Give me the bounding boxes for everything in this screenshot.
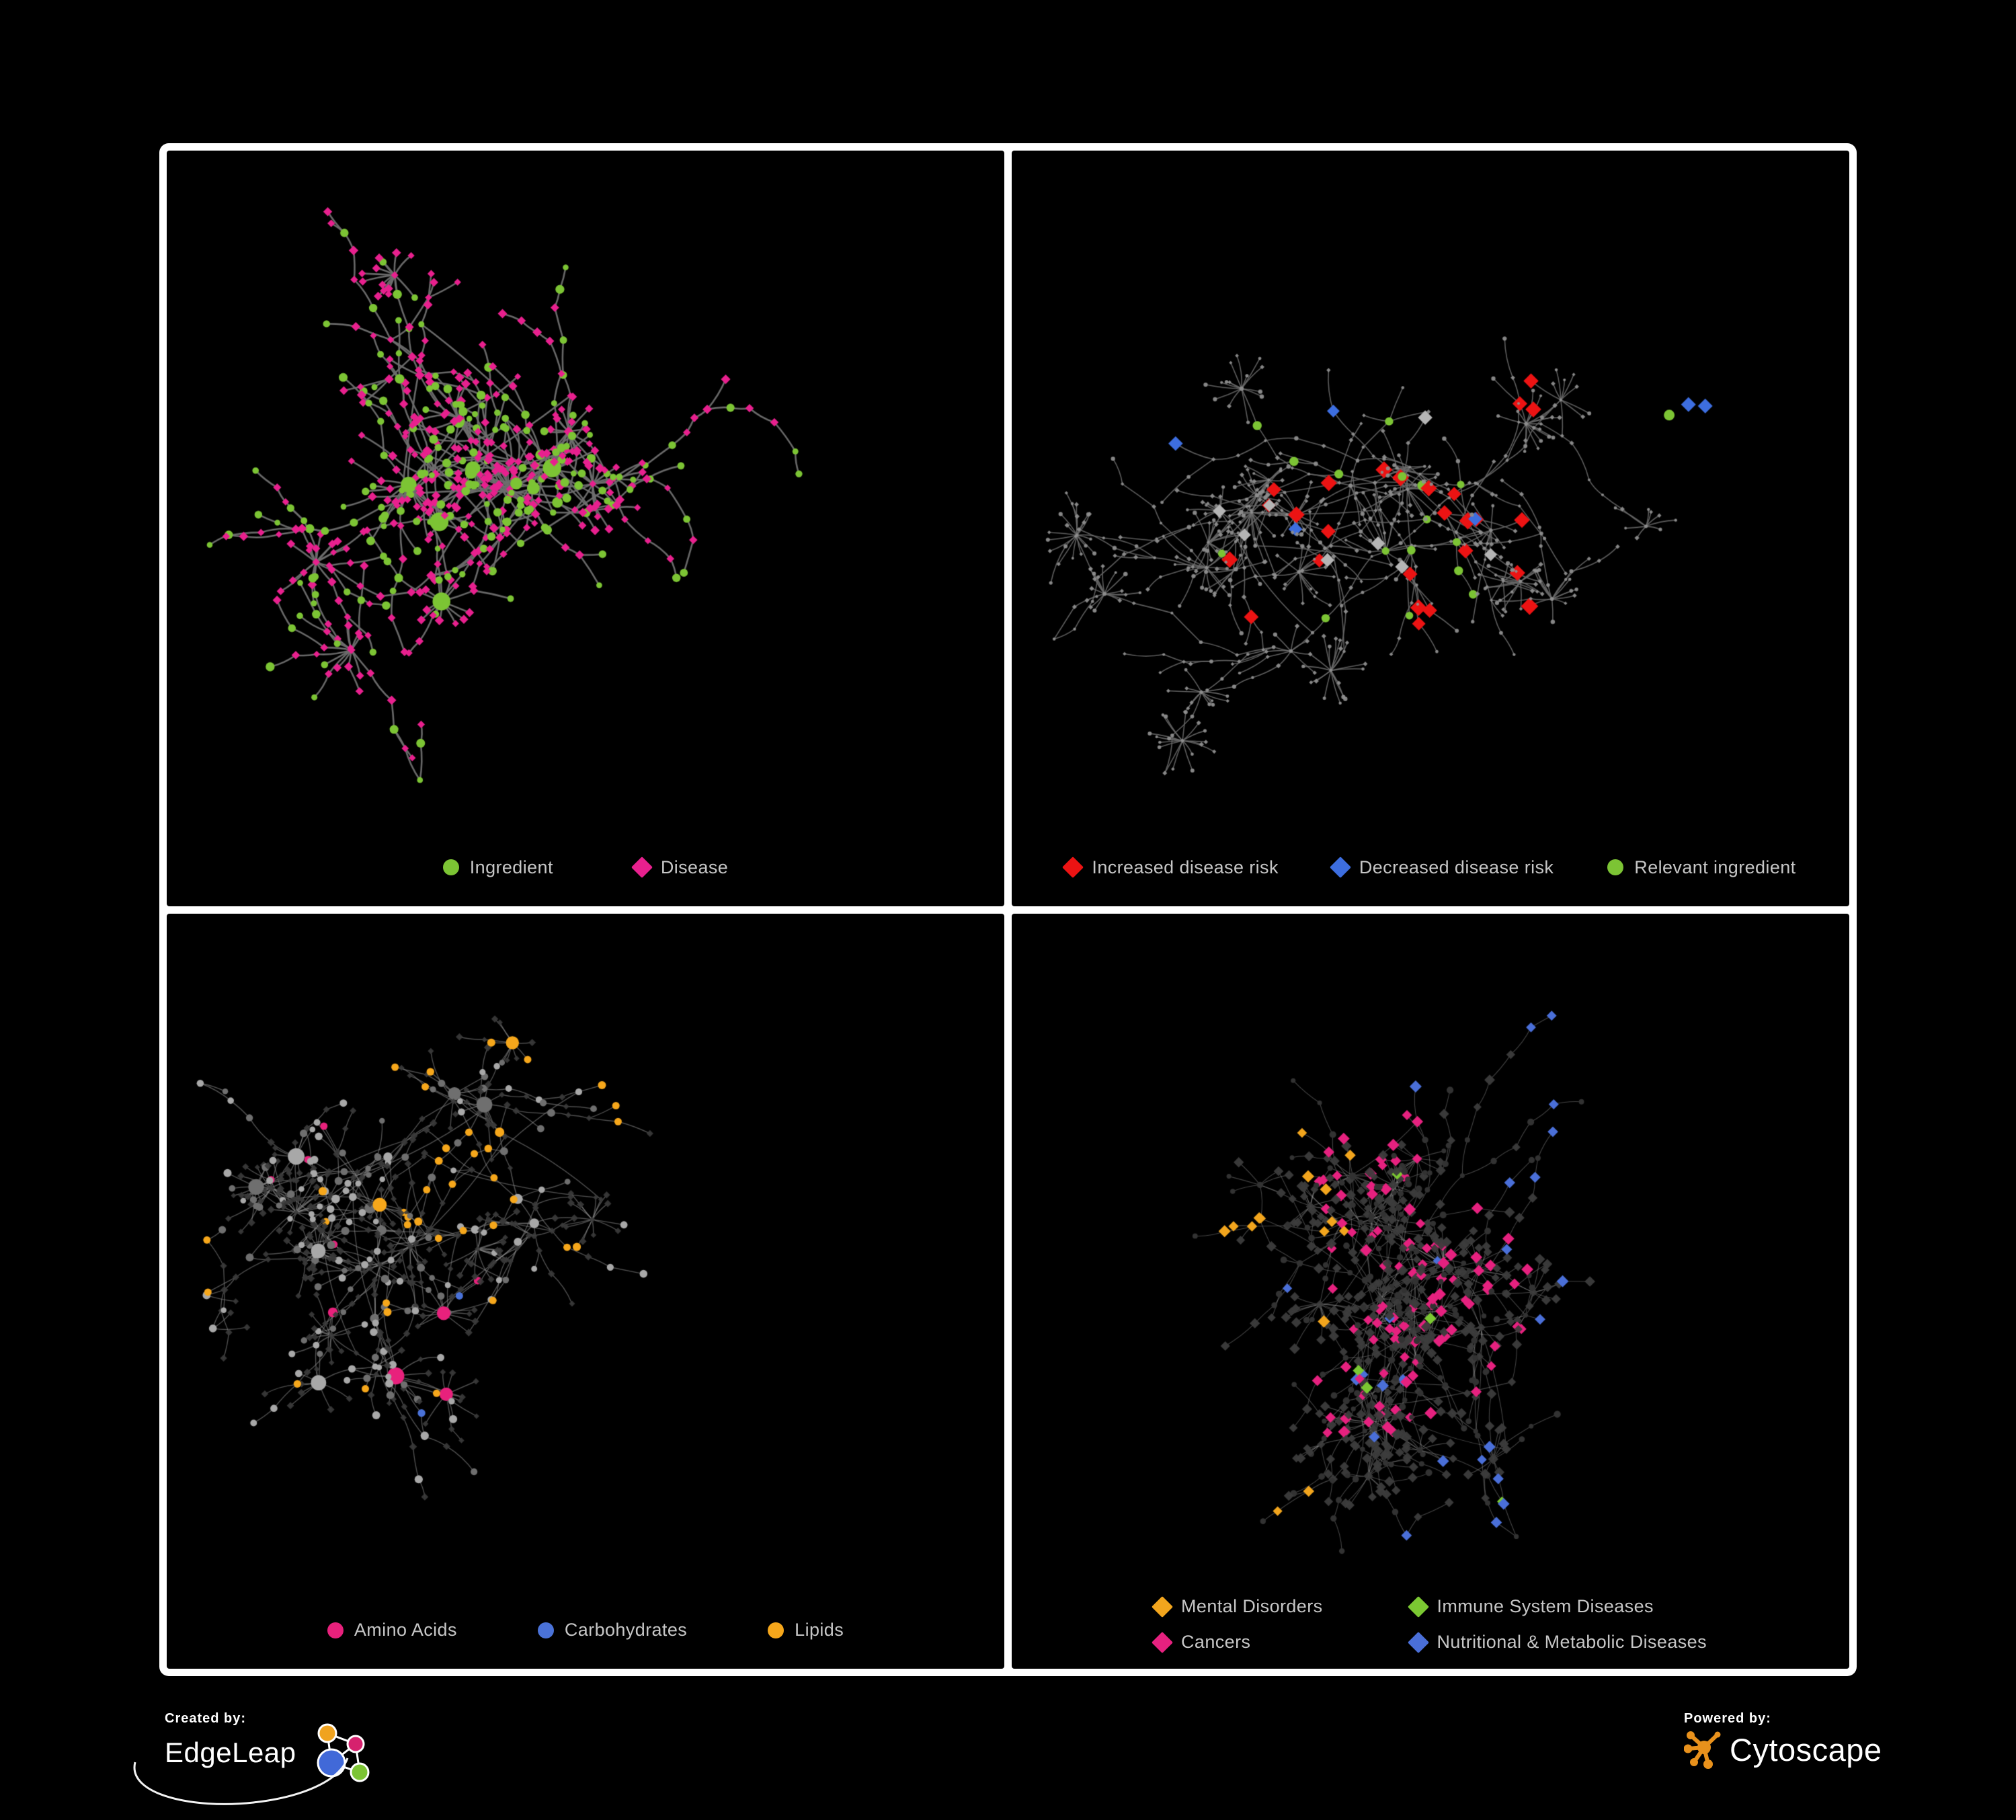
- legend-item-decreased-risk: Decreased disease risk: [1329, 857, 1554, 878]
- network-canvas-disease-classes: [1012, 913, 1849, 1669]
- increased-risk-symbol: [1062, 857, 1084, 878]
- panel-disease-risk: Increased disease risk Decreased disease…: [1012, 151, 1849, 906]
- mental-disorders-symbol: [1152, 1595, 1173, 1618]
- legend-label: Amino Acids: [354, 1620, 457, 1640]
- decreased-risk-symbol: [1329, 857, 1351, 878]
- edgeleap-logo: Created by: EdgeLeap: [133, 1711, 387, 1819]
- ingredient-symbol: [442, 859, 459, 875]
- cytoscape-row: Cytoscape: [1684, 1729, 1993, 1770]
- legend-item-carbohydrates: Carbohydrates: [537, 1620, 688, 1640]
- edgeleap-row: EdgeLeap: [165, 1723, 387, 1792]
- cytoscape-wordmark: Cytoscape: [1730, 1731, 1882, 1768]
- legend-label: Increased disease risk: [1092, 857, 1279, 877]
- panel-grid: Ingredient Disease Increased disease ris…: [159, 143, 1857, 1676]
- panel-disease-classes: Mental Disorders Immune System Diseases …: [1012, 913, 1849, 1669]
- amino-acids-symbol: [327, 1622, 344, 1638]
- legend-label: Mental Disorders: [1181, 1596, 1323, 1616]
- cytoscape-network-icon: [1684, 1731, 1721, 1769]
- network-canvas-disease-risk: [1012, 151, 1849, 906]
- network-canvas-nutrient-classes: [167, 913, 1004, 1669]
- legend-label: Ingredient: [469, 857, 553, 877]
- legend-label: Nutritional & Metabolic Diseases: [1437, 1632, 1707, 1652]
- legend-label: Carbohydrates: [564, 1620, 688, 1640]
- powered-by-label: Powered by:: [1684, 1711, 1771, 1726]
- immune-system-diseases-symbol: [1407, 1595, 1429, 1618]
- cytoscape-logo: Powered by: Cytosc: [1684, 1711, 1993, 1770]
- legend-item-disease: Disease: [631, 857, 729, 878]
- legend-label: Decreased disease risk: [1359, 857, 1554, 877]
- legend-item-increased-risk: Increased disease risk: [1062, 857, 1279, 878]
- legend-label: Cancers: [1181, 1632, 1251, 1652]
- legend-item-mental-disorders: Mental Disorders: [1152, 1595, 1323, 1618]
- relevant-ingredient-symbol: [1607, 859, 1624, 875]
- legend-label: Disease: [660, 857, 729, 877]
- panel-nutrient-classes: Amino Acids Carbohydrates Lipids: [167, 913, 1004, 1669]
- edgeleap-network-icon: [317, 1723, 370, 1782]
- carbohydrates-symbol: [537, 1622, 554, 1638]
- lipids-symbol: [768, 1622, 784, 1638]
- legend-item-relevant-ingredient: Relevant ingredient: [1607, 857, 1796, 878]
- network-canvas-ingredient-disease: [167, 151, 1004, 906]
- legend-label: Immune System Diseases: [1437, 1596, 1654, 1616]
- legend-item-amino-acids: Amino Acids: [327, 1620, 457, 1640]
- legend-item-cancers: Cancers: [1152, 1631, 1251, 1653]
- legend-disease-risk: Increased disease risk Decreased disease…: [1012, 857, 1849, 878]
- legend-item-lipids: Lipids: [768, 1620, 844, 1640]
- legend-nutrient-classes: Amino Acids Carbohydrates Lipids: [167, 1620, 1004, 1640]
- legend-item-immune-system-diseases: Immune System Diseases: [1407, 1595, 1654, 1618]
- legend-item-nutritional-metabolic-diseases: Nutritional & Metabolic Diseases: [1407, 1631, 1707, 1653]
- edgeleap-wordmark: EdgeLeap: [165, 1737, 296, 1768]
- cancers-symbol: [1152, 1631, 1173, 1653]
- nutritional-metabolic-diseases-symbol: [1407, 1631, 1429, 1653]
- disease-symbol: [631, 857, 653, 878]
- legend-label: Relevant ingredient: [1634, 857, 1796, 877]
- panel-ingredient-disease: Ingredient Disease: [167, 151, 1004, 906]
- created-by-label: Created by:: [165, 1711, 247, 1726]
- legend-disease-classes: Mental Disorders Immune System Diseases …: [1012, 1595, 1849, 1653]
- legend-ingredient-disease: Ingredient Disease: [167, 857, 1004, 878]
- legend-item-ingredient: Ingredient: [442, 857, 553, 878]
- legend-label: Lipids: [795, 1620, 844, 1640]
